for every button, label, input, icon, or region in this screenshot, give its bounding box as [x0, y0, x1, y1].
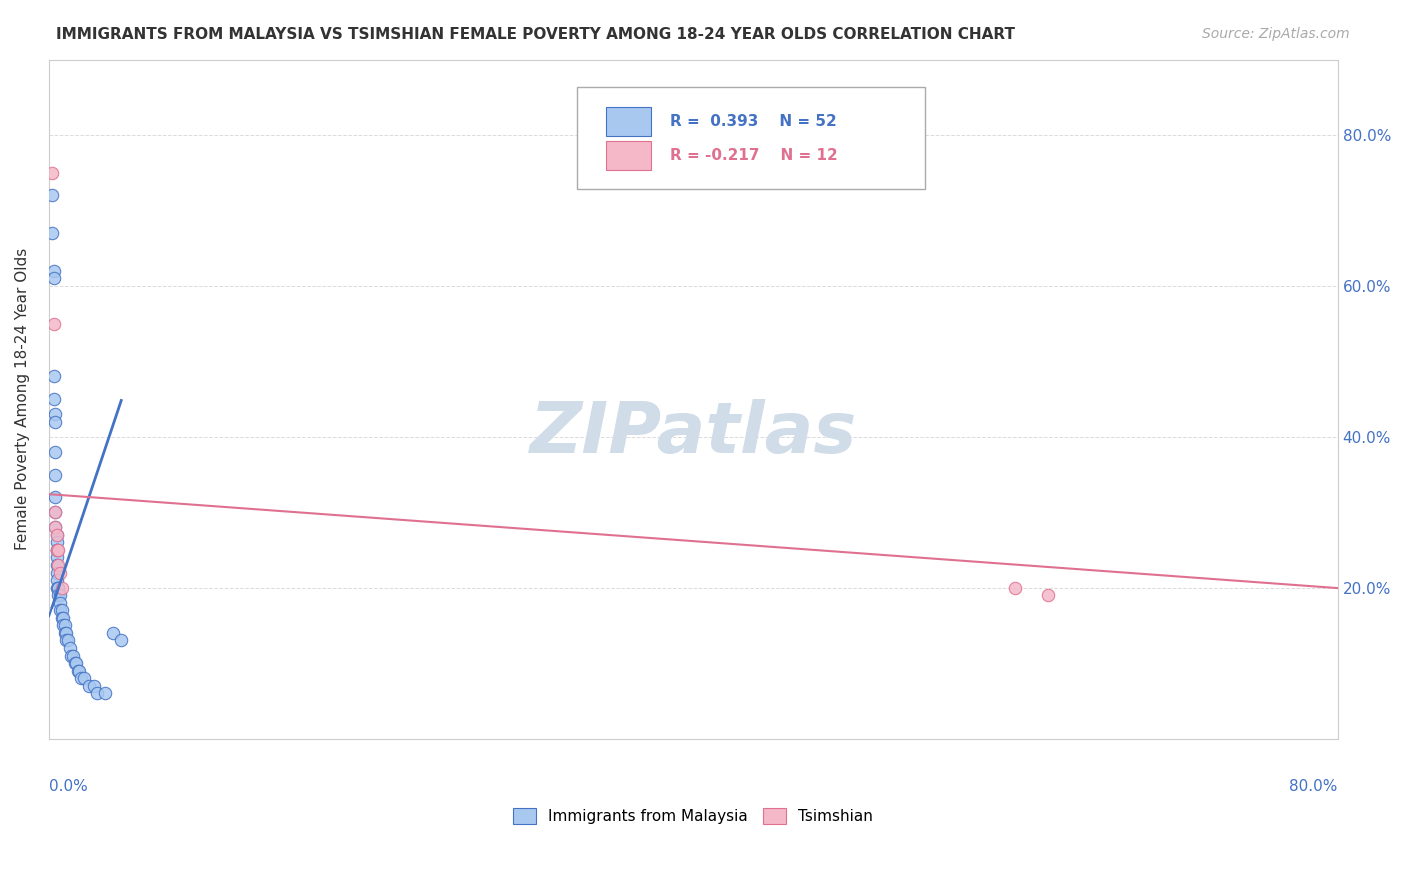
Point	[45, 581, 67, 595]
Point	[77, 679, 100, 693]
Point	[110, 633, 132, 648]
Point	[73, 671, 96, 685]
Text: 80.0%: 80.0%	[1289, 780, 1337, 794]
Point	[41, 188, 63, 202]
Point	[49, 603, 72, 617]
Point	[48, 581, 70, 595]
Point	[45, 535, 67, 549]
Point	[42, 317, 65, 331]
Point	[51, 611, 73, 625]
FancyBboxPatch shape	[606, 107, 651, 136]
Point	[49, 596, 72, 610]
Point	[66, 664, 89, 678]
Point	[45, 550, 67, 565]
Point	[52, 611, 75, 625]
Point	[59, 640, 82, 655]
Point	[86, 686, 108, 700]
Point	[103, 626, 125, 640]
Point	[41, 166, 63, 180]
Text: R =  0.393    N = 52: R = 0.393 N = 52	[671, 114, 837, 128]
Point	[56, 633, 79, 648]
FancyBboxPatch shape	[606, 141, 651, 169]
Point	[55, 633, 77, 648]
Point	[53, 626, 76, 640]
Point	[83, 679, 105, 693]
Point	[49, 566, 72, 580]
Point	[51, 603, 73, 617]
Point	[42, 264, 65, 278]
Point	[45, 558, 67, 572]
Point	[60, 648, 83, 663]
Point	[44, 415, 66, 429]
Point	[44, 505, 66, 519]
Point	[52, 618, 75, 632]
Point	[1036, 588, 1059, 602]
Point	[45, 543, 67, 558]
FancyBboxPatch shape	[578, 87, 925, 188]
Point	[94, 686, 117, 700]
Point	[45, 528, 67, 542]
Point	[55, 626, 77, 640]
Point	[41, 226, 63, 240]
Point	[44, 467, 66, 482]
Text: Source: ZipAtlas.com: Source: ZipAtlas.com	[1202, 27, 1350, 41]
Point	[48, 581, 70, 595]
Point	[67, 664, 90, 678]
Point	[45, 543, 67, 558]
Point	[42, 369, 65, 384]
Point	[49, 588, 72, 602]
Y-axis label: Female Poverty Among 18-24 Year Olds: Female Poverty Among 18-24 Year Olds	[15, 248, 30, 550]
Text: ZIPatlas: ZIPatlas	[530, 399, 856, 467]
Point	[45, 566, 67, 580]
Point	[44, 490, 66, 504]
Point	[48, 558, 70, 572]
Point	[63, 656, 86, 670]
Point	[42, 392, 65, 406]
Point	[45, 528, 67, 542]
Text: IMMIGRANTS FROM MALAYSIA VS TSIMSHIAN FEMALE POVERTY AMONG 18-24 YEAR OLDS CORRE: IMMIGRANTS FROM MALAYSIA VS TSIMSHIAN FE…	[56, 27, 1015, 42]
Text: R = -0.217    N = 12: R = -0.217 N = 12	[671, 148, 838, 163]
Point	[62, 648, 84, 663]
Point	[45, 573, 67, 587]
Point	[70, 671, 93, 685]
Point	[48, 543, 70, 558]
Point	[51, 581, 73, 595]
Legend: Immigrants from Malaysia, Tsimshian: Immigrants from Malaysia, Tsimshian	[506, 800, 882, 831]
Point	[44, 445, 66, 459]
Point	[1004, 581, 1026, 595]
Point	[42, 271, 65, 285]
Point	[44, 407, 66, 421]
Point	[44, 505, 66, 519]
Point	[45, 543, 67, 558]
Text: 0.0%: 0.0%	[49, 780, 87, 794]
Point	[53, 618, 76, 632]
Point	[44, 520, 66, 534]
Point	[48, 588, 70, 602]
Point	[65, 656, 87, 670]
Point	[44, 520, 66, 534]
